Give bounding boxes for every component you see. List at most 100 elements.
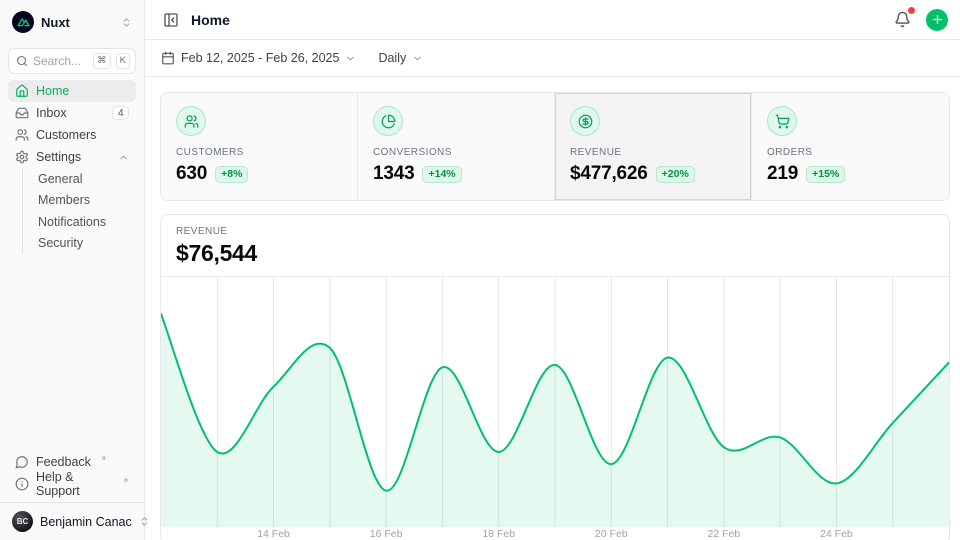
- stat-label: REVENUE: [570, 147, 736, 158]
- search-placeholder: Search...: [33, 54, 88, 68]
- sub-item-label: Notifications: [38, 215, 106, 229]
- chart-metric-total: $76,544: [176, 240, 934, 267]
- chart-metric-label: REVENUE: [176, 226, 934, 237]
- external-link-icon: [100, 455, 107, 462]
- filter-toolbar: Feb 12, 2025 - Feb 26, 2025 Daily: [145, 40, 960, 77]
- stat-delta-badge: +20%: [656, 166, 695, 183]
- revenue-chart-card: REVENUE $76,544 14 Feb 16 Feb 18 Feb 20 Feb…: [160, 214, 950, 540]
- users-icon: [15, 128, 29, 142]
- add-button[interactable]: [926, 9, 948, 31]
- stat-conversions[interactable]: CONVERSIONS 1343 +14%: [358, 93, 555, 200]
- home-icon: [15, 84, 29, 98]
- period-select[interactable]: Daily: [378, 51, 423, 65]
- sidebar-item-members[interactable]: Members: [32, 190, 136, 212]
- revenue-chart-svg: [161, 277, 949, 527]
- chart-plot[interactable]: [161, 277, 949, 527]
- stat-orders[interactable]: ORDERS 219 +15%: [752, 93, 949, 200]
- sidebar-item-label: Help & Support: [36, 470, 113, 498]
- sidebar-item-general[interactable]: General: [32, 168, 136, 190]
- workspace-name: Nuxt: [41, 15, 70, 30]
- chevron-down-icon: [412, 53, 423, 64]
- sidebar-item-label: Inbox: [36, 106, 67, 120]
- x-axis-label: 22 Feb: [707, 528, 740, 540]
- sidebar-nav: Home Inbox 4 Customers Settings: [8, 80, 136, 254]
- stat-value: 219: [767, 163, 798, 185]
- panel-left-close-icon: [163, 12, 179, 28]
- stat-revenue[interactable]: REVENUE $477,626 +20%: [555, 93, 752, 200]
- chevron-down-icon: [345, 53, 356, 64]
- stat-delta-badge: +15%: [806, 166, 845, 183]
- date-range-label: Feb 12, 2025 - Feb 26, 2025: [181, 51, 339, 65]
- sub-item-label: Members: [38, 193, 90, 207]
- notifications-button[interactable]: [892, 9, 913, 30]
- nuxt-logo-icon: [12, 11, 34, 33]
- sidebar-item-label: Customers: [36, 128, 96, 142]
- notification-dot: [908, 7, 915, 14]
- inbox-icon: [15, 106, 29, 120]
- top-bar-actions: [892, 9, 948, 31]
- x-axis-label: 14 Feb: [257, 528, 290, 540]
- main-area: Home Feb 12, 2: [145, 0, 960, 540]
- date-range-picker[interactable]: Feb 12, 2025 - Feb 26, 2025: [161, 51, 356, 65]
- external-link-icon: [122, 477, 129, 484]
- message-circle-icon: [15, 455, 29, 469]
- stat-customers[interactable]: CUSTOMERS 630 +8%: [161, 93, 358, 200]
- kbd-k: K: [116, 53, 130, 68]
- x-axis-label: 16 Feb: [370, 528, 403, 540]
- stat-delta-badge: +14%: [422, 166, 461, 183]
- stat-label: CONVERSIONS: [373, 147, 539, 158]
- sidebar-item-security[interactable]: Security: [32, 233, 136, 255]
- sidebar-item-label: Settings: [36, 150, 81, 164]
- search-input[interactable]: Search... ⌘ K: [8, 48, 136, 74]
- chevron-up-icon: [118, 152, 129, 163]
- users-icon: [176, 106, 206, 136]
- sub-item-label: General: [38, 172, 82, 186]
- sidebar-item-inbox[interactable]: Inbox 4: [8, 102, 136, 124]
- avatar: BC: [12, 511, 33, 532]
- x-axis-label: 18 Feb: [482, 528, 515, 540]
- collapse-sidebar-button[interactable]: [161, 10, 181, 30]
- chart-header: REVENUE $76,544: [161, 215, 949, 277]
- gear-icon: [15, 150, 29, 164]
- dollar-circle-icon: [570, 106, 600, 136]
- period-label: Daily: [378, 51, 406, 65]
- workspace-switcher[interactable]: Nuxt: [8, 8, 136, 36]
- sidebar-item-label: Feedback: [36, 455, 91, 469]
- calendar-icon: [161, 51, 175, 65]
- search-icon: [16, 55, 28, 67]
- x-axis-label: 20 Feb: [595, 528, 628, 540]
- page-title: Home: [191, 12, 230, 28]
- cart-icon: [767, 106, 797, 136]
- chevrons-up-down-icon: [121, 17, 132, 28]
- x-axis: 14 Feb 16 Feb 18 Feb 20 Feb 22 Feb 24 Feb: [161, 527, 949, 540]
- info-icon: [15, 477, 29, 491]
- inbox-count-badge: 4: [112, 106, 129, 120]
- sidebar-item-label: Home: [36, 84, 69, 98]
- sidebar-item-settings[interactable]: Settings: [8, 146, 136, 168]
- x-axis-label: 24 Feb: [820, 528, 853, 540]
- stat-label: ORDERS: [767, 147, 934, 158]
- content: CUSTOMERS 630 +8% CONVERSIONS 1343 +14%: [145, 77, 960, 540]
- sidebar: Nuxt Search... ⌘ K Home: [0, 0, 145, 540]
- user-menu[interactable]: BC Benjamin Canac: [8, 503, 136, 534]
- stat-value: 1343: [373, 163, 414, 185]
- dashboard-app: Nuxt Search... ⌘ K Home: [0, 0, 960, 540]
- sidebar-item-help-support[interactable]: Help & Support: [8, 473, 136, 495]
- sidebar-item-customers[interactable]: Customers: [8, 124, 136, 146]
- top-bar: Home: [145, 0, 960, 40]
- sidebar-item-home[interactable]: Home: [8, 80, 136, 102]
- stat-label: CUSTOMERS: [176, 147, 342, 158]
- plus-icon: [931, 13, 944, 26]
- sidebar-item-notifications[interactable]: Notifications: [32, 211, 136, 233]
- user-name: Benjamin Canac: [40, 515, 132, 529]
- settings-sub-nav: General Members Notifications Security: [22, 168, 136, 254]
- stats-row: CUSTOMERS 630 +8% CONVERSIONS 1343 +14%: [160, 92, 950, 201]
- bell-icon: [894, 11, 911, 28]
- stat-delta-badge: +8%: [215, 166, 248, 183]
- kbd-command: ⌘: [93, 53, 111, 68]
- sub-item-label: Security: [38, 236, 83, 250]
- stat-value: $477,626: [570, 163, 648, 185]
- stat-value: 630: [176, 163, 207, 185]
- pie-chart-icon: [373, 106, 403, 136]
- sidebar-footer: Feedback Help & Support BC Benjamin Cana…: [8, 451, 136, 534]
